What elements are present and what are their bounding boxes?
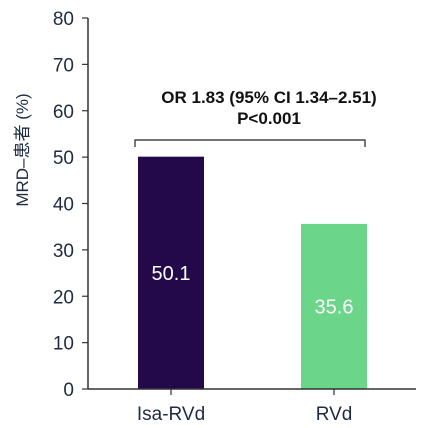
x-axis-categories: Isa-RVd RVd [137,389,352,425]
y-tick-label: 10 [53,334,74,355]
comparison-bracket [134,139,366,147]
y-tick-label: 40 [53,195,74,216]
bar-rvd [301,223,367,389]
odds-ratio-annotation: OR 1.83 (95% CI 1.34–2.51) [161,88,376,107]
y-axis-ticks: 0 10 20 30 40 50 60 70 80 [53,9,88,401]
y-tick-label: 50 [53,148,74,169]
bar-value-label: 50.1 [152,263,191,285]
bars: 50.1 35.6 [138,156,367,389]
bar-isa-rvd [138,156,204,389]
y-axis-label: MRD–患者 (%) [13,93,32,206]
p-value-annotation: P<0.001 [237,109,301,128]
y-tick-label: 20 [53,287,74,308]
y-tick-label: 80 [53,9,74,30]
y-tick-label: 0 [63,380,74,401]
x-category-label: RVd [316,404,353,425]
y-tick-label: 70 [53,55,74,76]
bar-value-label: 35.6 [315,296,354,318]
x-category-label: Isa-RVd [137,404,205,425]
y-tick-label: 30 [53,241,74,262]
y-tick-label: 60 [53,102,74,123]
